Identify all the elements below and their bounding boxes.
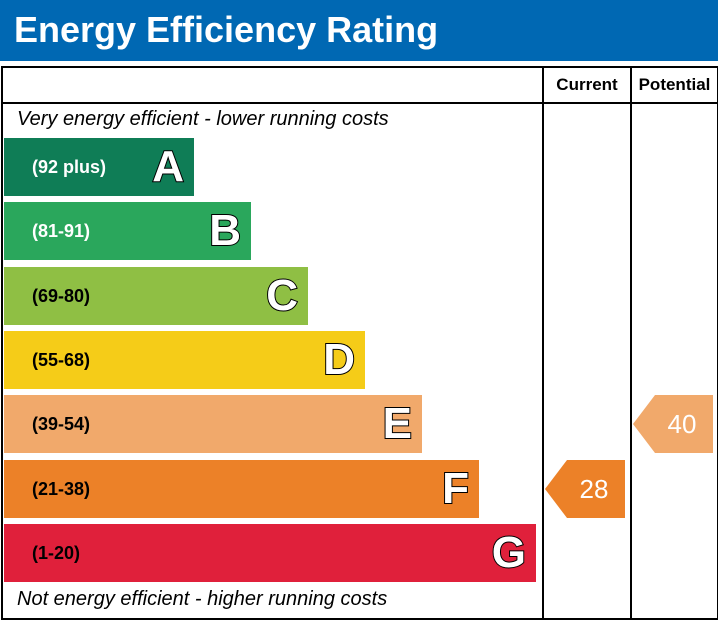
page-title: Energy Efficiency Rating (14, 9, 439, 50)
potential-rating-value: 40 (667, 409, 697, 439)
band-range-label: (92 plus) (32, 157, 107, 177)
band-c: (69-80) C (4, 267, 308, 325)
top-note: Very energy efficient - lower running co… (17, 108, 389, 130)
current-arrow-shape (545, 460, 625, 518)
band-letter: B (208, 205, 242, 256)
current-column-header: Current (556, 75, 618, 94)
band-range-label: (21-38) (32, 479, 91, 499)
band-f: (21-38) F (4, 460, 479, 518)
band-letter: G (491, 527, 527, 578)
band-e: (39-54) E (4, 395, 422, 453)
current-rating-value: 28 (579, 474, 609, 504)
potential-rating-arrow: 40 (633, 395, 713, 453)
band-range-label: (1-20) (32, 543, 81, 563)
band-letter: F (441, 463, 470, 514)
band-letter: E (382, 398, 413, 449)
current-column-divider (542, 68, 544, 618)
band-a: (92 plus) A (4, 138, 194, 196)
current-rating-arrow: 28 (545, 460, 625, 518)
rating-chart: Current Potential Very energy efficient … (1, 66, 718, 620)
band-d: (55-68) D (4, 331, 365, 389)
bottom-note: Not energy efficient - higher running co… (17, 588, 388, 610)
band-range-label: (69-80) (32, 286, 91, 306)
band-b: (81-91) B (4, 202, 251, 260)
band-range-label: (55-68) (32, 350, 91, 370)
band-g: (1-20) G (4, 524, 536, 582)
potential-column-divider (630, 68, 632, 618)
potential-arrow-shape (633, 395, 713, 453)
band-letter: A (151, 141, 185, 192)
band-range-label: (81-91) (32, 221, 91, 241)
title-bar: Energy Efficiency Rating (0, 0, 718, 61)
header-divider (3, 102, 717, 104)
band-letter: D (322, 334, 356, 385)
band-range-label: (39-54) (32, 414, 91, 434)
potential-column-header: Potential (638, 75, 711, 94)
band-letter: C (265, 270, 299, 321)
